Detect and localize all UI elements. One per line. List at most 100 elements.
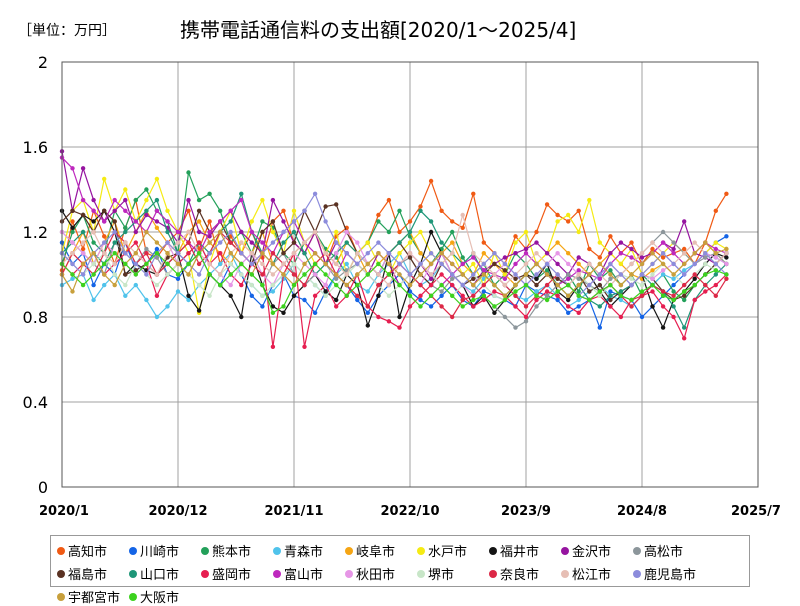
data-point [112, 219, 117, 224]
data-point [492, 293, 497, 298]
data-point [713, 251, 718, 256]
data-point [312, 293, 318, 298]
data-point [523, 282, 529, 288]
data-point [260, 251, 265, 256]
data-point [555, 293, 560, 298]
data-point [376, 251, 381, 256]
data-point [534, 304, 539, 309]
data-point [682, 297, 687, 303]
data-point [133, 197, 138, 203]
data-point [439, 251, 444, 256]
data-point [218, 282, 223, 288]
data-point [123, 251, 128, 256]
data-point [112, 282, 117, 288]
data-point [302, 261, 307, 267]
data-point [450, 314, 455, 320]
data-point [196, 261, 202, 267]
data-point [544, 261, 550, 267]
data-point [355, 293, 360, 298]
y-tick-label: 1.2 [23, 223, 48, 242]
data-point [154, 314, 160, 320]
data-point [260, 282, 265, 288]
data-point [481, 272, 486, 277]
legend-marker-icon [129, 592, 137, 601]
data-point [650, 272, 655, 277]
data-point [91, 229, 96, 235]
data-point [713, 255, 718, 260]
data-point [471, 293, 476, 298]
data-point [334, 304, 339, 309]
data-point [555, 276, 560, 281]
data-point [450, 282, 455, 288]
data-point [513, 234, 518, 239]
data-point [650, 251, 655, 256]
legend-item: 福島市 [57, 564, 129, 583]
series-layer [59, 149, 729, 349]
data-point [597, 240, 602, 245]
data-point [186, 272, 191, 277]
data-point [703, 251, 708, 256]
data-point [249, 282, 254, 288]
data-point [671, 314, 676, 320]
data-point [450, 293, 455, 298]
legend-item: 堺市 [417, 564, 489, 583]
data-point [682, 336, 687, 341]
legend-label: 山口市 [140, 568, 180, 583]
data-point [123, 272, 128, 277]
data-point [439, 240, 444, 245]
data-point [692, 276, 697, 281]
data-point [650, 289, 655, 294]
data-point [228, 261, 233, 267]
data-point [228, 240, 233, 245]
data-point [513, 240, 518, 245]
data-point [555, 282, 560, 288]
data-point [80, 246, 86, 252]
data-point [660, 325, 666, 330]
data-point [312, 191, 318, 196]
data-point [165, 304, 170, 309]
legend-item: 高松市 [633, 541, 705, 560]
data-point [618, 314, 624, 320]
data-point [323, 219, 328, 224]
data-point [724, 251, 729, 256]
legend-label: 宇都宮市 [68, 591, 121, 606]
data-point [534, 229, 539, 235]
data-point [91, 240, 96, 245]
data-point [703, 240, 708, 245]
data-point [70, 240, 75, 245]
data-point [682, 246, 687, 252]
data-point [671, 240, 676, 245]
data-point [291, 272, 297, 277]
data-point [302, 344, 307, 349]
data-point [428, 229, 434, 235]
data-point [312, 272, 318, 277]
axis-labels: 0 0.4 0.8 1.2 1.6 2 2020/1 2020/12 2021/11 2022/1… [23, 53, 781, 519]
legend-item: 宇都宮市 [57, 587, 129, 606]
data-point [281, 208, 286, 213]
data-point [397, 240, 402, 245]
data-point [133, 272, 138, 277]
data-point [576, 255, 581, 260]
data-point [407, 251, 413, 256]
data-point [91, 219, 96, 224]
data-point [418, 293, 423, 298]
data-point [175, 289, 181, 294]
y-tick-label: 2 [38, 53, 48, 72]
data-point [249, 293, 254, 298]
data-point [692, 251, 697, 256]
data-point [650, 268, 655, 273]
data-point [376, 219, 381, 224]
data-point [165, 219, 170, 224]
data-point [460, 293, 465, 298]
data-point [544, 202, 550, 207]
data-point [650, 282, 655, 288]
legend-label: 堺市 [428, 568, 455, 583]
data-point [523, 319, 529, 324]
data-point [682, 251, 687, 256]
data-point [196, 308, 202, 313]
data-point [407, 289, 413, 294]
data-point [608, 297, 613, 303]
data-point [724, 272, 729, 277]
data-point [639, 282, 645, 288]
legend-label: 福井市 [500, 545, 540, 560]
